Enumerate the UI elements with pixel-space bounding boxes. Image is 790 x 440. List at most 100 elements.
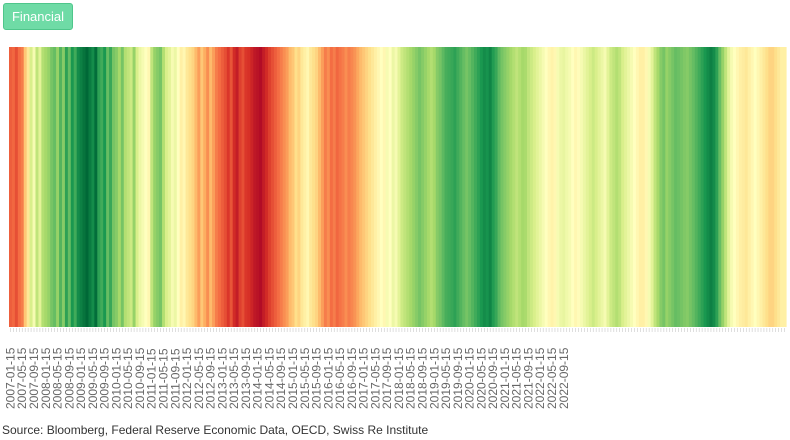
heatmap-stripe <box>365 47 369 327</box>
heatmap-stripe <box>150 47 154 327</box>
heatmap-stripe <box>488 47 493 327</box>
heatmap-stripe <box>703 47 708 327</box>
heatmap-stripe <box>574 47 578 327</box>
heatmap-stripe <box>147 47 151 327</box>
heatmap-stripe <box>432 47 437 327</box>
heatmap-stripe <box>388 47 393 327</box>
x-axis-tick-label: 2008-09-15 <box>62 347 76 409</box>
x-axis-tick-label: 2021-05-15 <box>510 347 524 409</box>
heatmap-stripe <box>727 47 731 327</box>
heatmap-stripe <box>680 47 684 327</box>
heatmap-stripe <box>206 47 210 327</box>
heatmap-stripe <box>547 47 552 327</box>
heatmap-stripe <box>97 47 101 327</box>
x-axis-tick-label: 2011-01-15 <box>145 348 159 409</box>
heatmap-stripe <box>450 47 455 327</box>
x-axis-tick-label: 2018-09-15 <box>416 347 430 409</box>
x-axis-tick-label: 2014-05-15 <box>262 347 276 409</box>
heatmap-stripe <box>300 47 304 327</box>
heatmap-stripe <box>562 47 566 327</box>
heatmap-stripe <box>176 47 181 327</box>
heatmap-stripe <box>468 47 472 327</box>
x-axis-tick-label: 2017-05-15 <box>368 347 382 409</box>
heatmap-stripe <box>318 47 322 327</box>
x-axis-tick-label: 2014-01-15 <box>251 347 265 409</box>
x-axis-tick-label: 2019-09-15 <box>451 347 465 409</box>
heatmap-stripe <box>512 47 516 327</box>
heatmap-stripe <box>612 47 616 327</box>
heatmap-stripe <box>718 47 722 327</box>
heatmap-stripe <box>9 47 13 327</box>
heatmap-stripe <box>515 47 519 327</box>
heatmap-stripe <box>238 47 243 327</box>
x-axis-tick-label: 2020-01-15 <box>463 347 477 409</box>
heatmap-stripe <box>609 47 613 327</box>
heatmap-stripe <box>373 47 378 327</box>
heatmap-stripe <box>223 47 228 327</box>
heatmap-stripe <box>217 47 222 327</box>
heatmap-stripe <box>212 47 216 327</box>
heatmap-stripe <box>29 47 34 327</box>
heatmap-stripe <box>697 47 702 327</box>
x-axis-tick-label: 2022-01-15 <box>533 347 547 409</box>
heatmap-stripe <box>494 47 499 327</box>
financial-filter-button[interactable]: Financial <box>3 3 73 30</box>
heatmap-stripe <box>188 47 193 327</box>
heatmap-stripe <box>123 47 128 327</box>
heatmap-stripe <box>491 47 496 327</box>
x-axis-tick-label: 2012-01-15 <box>180 347 194 409</box>
heatmap-stripe <box>350 47 354 327</box>
heatmap-stripe <box>347 47 352 327</box>
x-axis-tick-labels: 2007-01-152007-05-152007-09-152008-01-15… <box>3 347 570 409</box>
heatmap-stripe <box>627 47 631 327</box>
heatmap-stripe <box>379 47 384 327</box>
heatmap-stripe <box>738 47 743 327</box>
heatmap-stripe <box>521 47 525 327</box>
heatmap-stripe <box>688 47 693 327</box>
x-axis-tick-label: 2008-01-15 <box>39 347 53 409</box>
heatmap-stripe <box>59 47 63 327</box>
heatmap-stripe <box>376 47 381 327</box>
heatmap-stripe <box>359 47 363 327</box>
heatmap-stripe <box>479 47 484 327</box>
x-axis-tick-label: 2013-01-15 <box>215 347 229 409</box>
heatmap-stripe <box>744 47 749 327</box>
heatmap-stripe <box>268 47 272 327</box>
heatmap-stripe <box>35 47 40 327</box>
x-axis-tick-label: 2014-09-15 <box>274 347 288 409</box>
heatmap-stripe <box>391 47 396 327</box>
heatmap-stripe <box>585 47 590 327</box>
heatmap-stripe <box>600 47 605 327</box>
heatmap-stripe <box>544 47 549 327</box>
heatmap-stripe <box>14 47 19 327</box>
x-axis-tick-label: 2015-01-15 <box>286 347 300 409</box>
heatmap-stripe <box>70 47 75 327</box>
heatmap-stripe <box>465 47 469 327</box>
heatmap-stripe <box>579 47 584 327</box>
heatmap-stripe <box>524 47 528 327</box>
heatmap-stripe <box>285 47 290 327</box>
heatmap-stripe <box>312 47 316 327</box>
heatmap-stripe <box>226 47 231 327</box>
heatmap-stripe <box>474 47 478 327</box>
heatmap-stripe <box>303 47 307 327</box>
heatmap-stripe <box>541 47 546 327</box>
heatmap-stripe <box>79 47 84 327</box>
heatmap-stripe <box>400 47 404 327</box>
heatmap-stripe <box>23 47 28 327</box>
heatmap-stripe <box>753 47 758 327</box>
heatmap-stripe <box>665 47 669 327</box>
x-axis-tick-label: 2010-09-15 <box>133 347 147 409</box>
heatmap-stripe <box>532 47 537 327</box>
heatmap-stripe <box>194 47 198 327</box>
heatmap-stripe <box>371 47 375 327</box>
heatmap-stripe <box>671 47 675 327</box>
heatmap-stripe <box>253 47 257 327</box>
heatmap-stripe <box>126 47 131 327</box>
heatmap-stripe <box>73 47 78 327</box>
heatmap-stripe <box>112 47 116 327</box>
heatmap-stripe <box>462 47 466 327</box>
heatmap-stripe <box>220 47 225 327</box>
heatmap-stripe <box>353 47 357 327</box>
heatmap-stripe <box>309 47 313 327</box>
